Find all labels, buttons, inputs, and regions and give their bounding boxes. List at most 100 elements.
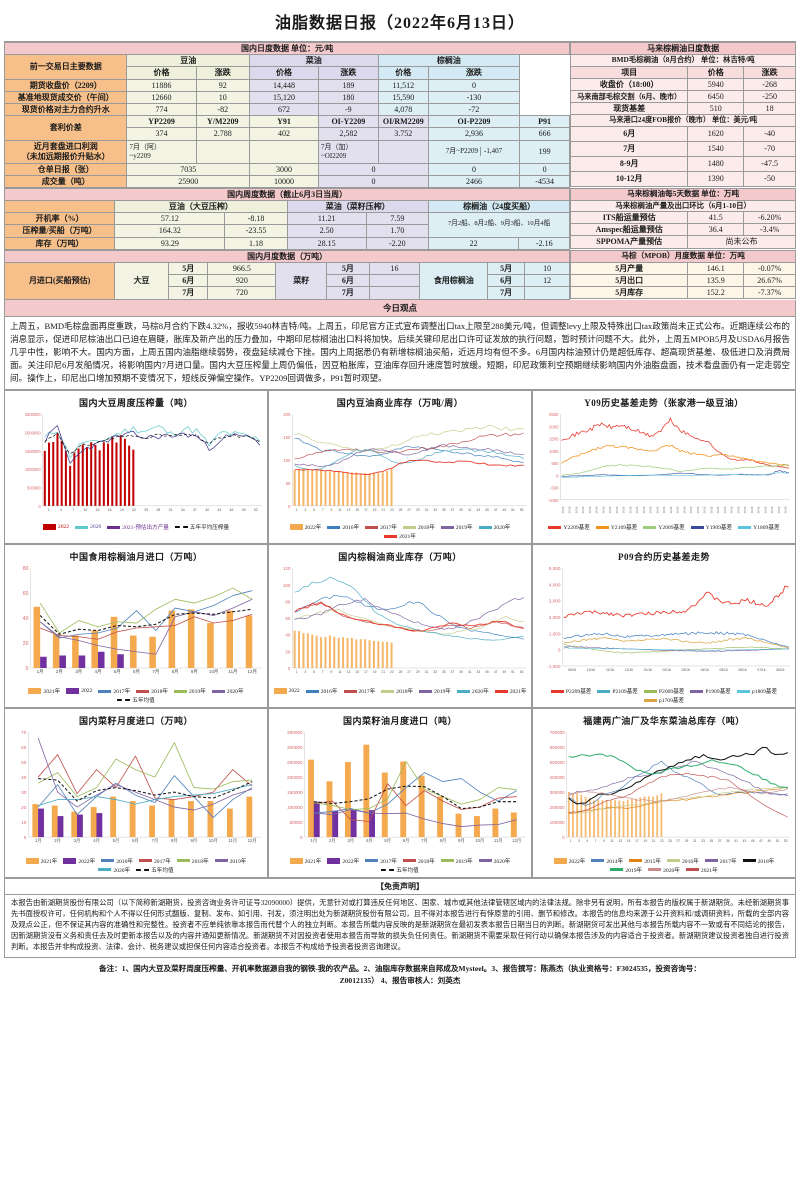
svg-text:29: 29: [416, 670, 420, 674]
cell-value: -40: [743, 125, 796, 142]
svg-text:31: 31: [169, 508, 173, 512]
legend-label: 2020年: [663, 867, 680, 874]
svg-text:09/16: 09/16: [568, 506, 572, 513]
legend-label: P2009基差: [658, 689, 685, 696]
legend-item: 2017年: [343, 687, 375, 695]
svg-text:1: 1: [570, 840, 572, 844]
legend-item: p1709基差: [643, 696, 684, 704]
malaysia-weekly-table: 马来棕榈油每5天数据 单位：万吨 马来棕榈油产量及出口环比（6月1-10日） I…: [570, 187, 796, 250]
chart-p09-basis: P09合约历史基差走势 5,000 4,000 3,000 2,000 1,000 0 -1…: [532, 544, 796, 709]
svg-text:37: 37: [451, 670, 455, 674]
svg-text:15: 15: [627, 840, 631, 844]
chart-title: Y09历史基差走势（张家港一级豆油）: [584, 397, 744, 408]
svg-text:1: 1: [296, 508, 298, 512]
cell-value: 135.9: [687, 273, 745, 287]
cell-value: 720: [207, 286, 277, 300]
legend-item: 五年平均压榨量: [174, 523, 230, 532]
row-label: 5月出口: [570, 273, 689, 287]
chart-legend: 2021年 2022年 2016年 2017年 2018年 2019年 2020…: [6, 856, 266, 876]
legend-item: P2009基差: [643, 687, 685, 696]
svg-text:41: 41: [468, 670, 472, 674]
svg-text:2月: 2月: [54, 839, 61, 845]
svg-text:03/16: 03/16: [682, 668, 690, 672]
cell-value: 93.29: [114, 236, 226, 250]
cell-value: 22: [427, 236, 520, 250]
cell-value: 12660: [126, 90, 197, 104]
month-label: 5月: [487, 261, 525, 276]
svg-text:09/16: 09/16: [574, 506, 578, 513]
svg-text:4月: 4月: [93, 839, 100, 845]
row-label: 压榨量/买船（万吨）: [3, 224, 116, 238]
chart-soybean-weekly-crush: 国内大豆周度压榨量（吨） 2500000 2000000 1500000 100000…: [4, 389, 268, 545]
svg-text:6月: 6月: [132, 839, 139, 845]
legend-item: Y1809基差: [738, 523, 780, 531]
legend-swatch: [553, 857, 567, 864]
malaysia-daily-header: 马来棕榈油日度数据: [570, 41, 796, 56]
svg-text:2500000: 2500000: [25, 412, 42, 417]
svg-text:40: 40: [23, 616, 29, 622]
chart-legend: 2021年 2022年 2017年 2018年 2019年 2020年 五年均值: [270, 856, 530, 876]
month-label: 5月: [167, 261, 209, 276]
legend-swatch: [736, 689, 750, 693]
monthly-section: 国内月度数据（万吨） 月进口(买船预估) 大豆 5月 966.5 菜籽 5月 1…: [3, 249, 796, 300]
svg-text:40: 40: [285, 633, 290, 638]
weekly-header: 国内周度数据（截止6月3日当周）: [3, 187, 571, 202]
warehouse-row: 仓单日报（张） 7035 3000 0 0 0: [3, 162, 571, 176]
legend-item: 2019年: [610, 866, 642, 874]
legend-swatch: [327, 525, 341, 529]
legend-item: Y2109基差: [595, 523, 637, 531]
group-rape-oil: 菜油: [248, 54, 379, 68]
svg-text:33: 33: [701, 840, 705, 844]
cell-value: 11886: [126, 78, 197, 92]
cell-value: 920: [207, 274, 277, 288]
svg-text:22: 22: [132, 508, 136, 512]
cell-value: 672: [248, 102, 320, 117]
svg-text:4月: 4月: [94, 669, 101, 675]
legend-item: 2017年: [139, 857, 171, 865]
svg-text:07/16: 07/16: [757, 668, 765, 672]
prev-session-label: 前一交易日主要数据: [3, 54, 128, 80]
cell-value: 7月~P2209: [445, 147, 478, 156]
svg-text:25: 25: [668, 840, 672, 844]
svg-text:35: 35: [710, 840, 714, 844]
spread-codes-row: 套利价差 YP2209 Y/M2209 Y91 OI-Y2209 OI/RM22…: [3, 115, 571, 141]
legend-swatch: [384, 534, 398, 538]
legend-swatch: [643, 698, 657, 702]
svg-text:0: 0: [24, 836, 27, 841]
cell-value: 966.5: [207, 261, 277, 276]
legend-item: 2021年: [28, 687, 60, 695]
table-row: 期货收盘价（2209） 11886 92 14,448 189 11,512 0: [3, 78, 570, 92]
legend-swatch: [381, 868, 395, 871]
month-label: 7月: [167, 286, 209, 300]
row-label: 库存（万吨）: [3, 236, 116, 250]
svg-text:10/16: 10/16: [587, 668, 595, 672]
svg-text:25: 25: [144, 508, 148, 512]
svg-text:21: 21: [381, 670, 385, 674]
svg-text:300000: 300000: [287, 745, 303, 750]
svg-text:5月: 5月: [384, 839, 391, 845]
legend-label: 五年平均压榨量: [189, 525, 230, 532]
chart-title: P09合约历史基差走势: [618, 552, 710, 563]
svg-text:150: 150: [283, 435, 291, 440]
svg-text:45: 45: [751, 840, 755, 844]
svg-text:09/16: 09/16: [777, 506, 781, 513]
legend-swatch: [381, 689, 395, 693]
domestic-weekly-table: 国内周度数据（截止6月3日当周） 豆油（大豆压榨） 菜油（菜籽压榨） 棕榈油（2…: [3, 187, 571, 250]
svg-text:45: 45: [485, 670, 489, 674]
cell-value: 7.59: [365, 212, 429, 226]
row-label: Amspec船运量预估: [570, 223, 689, 237]
legend-swatch: [63, 857, 77, 864]
svg-text:0: 0: [558, 648, 561, 653]
cell-value: 1540: [687, 140, 745, 157]
legend-item: 2020年: [478, 523, 510, 531]
row-label: 现货价格对主力合约升水: [3, 102, 128, 117]
svg-text:2000000: 2000000: [25, 430, 42, 435]
svg-text:16: 16: [108, 508, 112, 512]
legend-label: 2022年: [342, 858, 360, 865]
import-profit-row: 近月套盘进口利润 （未加远期报价升贴水） 7月（阿） ~y2209 7月（加） …: [3, 139, 571, 164]
svg-text:33: 33: [433, 670, 437, 674]
legend-label: 2021-预估出方产量: [122, 525, 169, 532]
cell-value: 25900: [126, 174, 250, 188]
spread-value: 2,936: [427, 127, 520, 141]
